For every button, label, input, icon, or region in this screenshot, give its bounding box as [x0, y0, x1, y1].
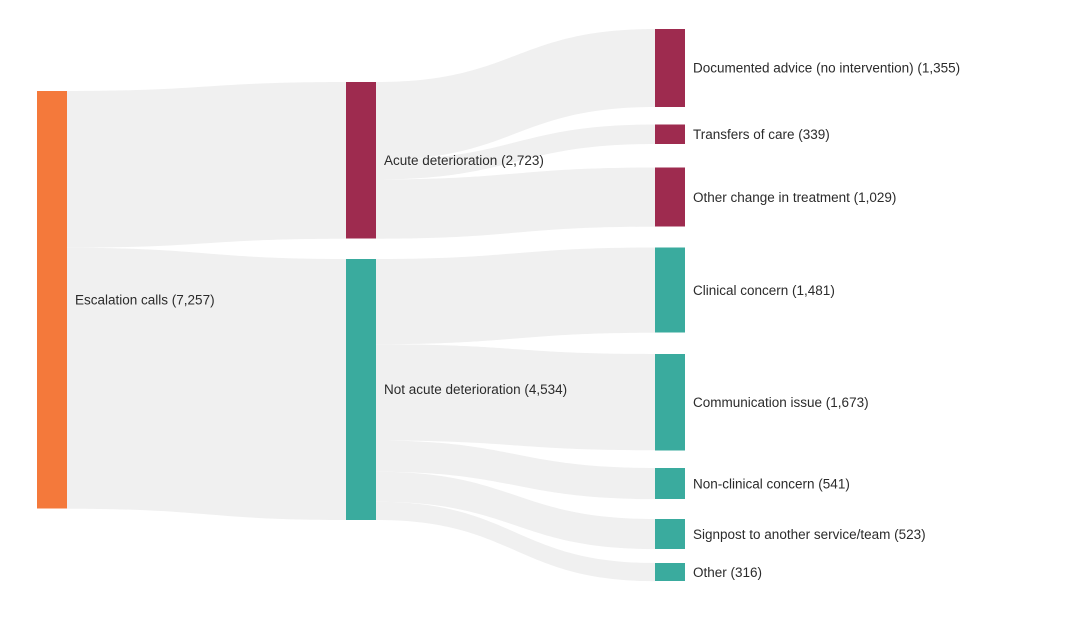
- sankey-node-label-non_clinical_concern: Non-clinical concern (541): [693, 476, 850, 491]
- sankey-node-not_acute[interactable]: [346, 259, 376, 520]
- sankey-node-escalation[interactable]: [37, 91, 67, 509]
- sankey-link-escalation-to-not_acute[interactable]: [67, 247, 346, 520]
- sankey-link-not_acute-to-communication_issue[interactable]: [376, 344, 655, 451]
- sankey-node-other_change_treatment[interactable]: [655, 167, 685, 227]
- sankey-node-transfers_of_care[interactable]: [655, 124, 685, 145]
- sankey-node-label-other_change_treatment: Other change in treatment (1,029): [693, 190, 896, 205]
- sankey-node-communication_issue[interactable]: [655, 354, 685, 451]
- sankey-link-not_acute-to-non_clinical_concern[interactable]: [376, 440, 655, 500]
- sankey-nodes: [37, 29, 685, 582]
- sankey-link-escalation-to-acute[interactable]: [67, 82, 346, 248]
- sankey-node-label-other: Other (316): [693, 565, 762, 580]
- sankey-node-documented_advice[interactable]: [655, 29, 685, 107]
- sankey-node-label-clinical_concern: Clinical concern (1,481): [693, 283, 835, 298]
- sankey-node-label-signpost: Signpost to another service/team (523): [693, 527, 926, 542]
- sankey-node-non_clinical_concern[interactable]: [655, 468, 685, 500]
- sankey-link-not_acute-to-signpost[interactable]: [376, 471, 655, 550]
- sankey-node-label-acute: Acute deterioration (2,723): [384, 153, 544, 168]
- sankey-link-not_acute-to-clinical_concern[interactable]: [376, 247, 655, 345]
- sankey-labels: Escalation calls (7,257) Acute deteriorat…: [75, 61, 960, 580]
- sankey-node-signpost[interactable]: [655, 519, 685, 550]
- sankey-links: [67, 29, 655, 582]
- sankey-node-label-documented_advice: Documented advice (no intervention) (1,3…: [693, 61, 960, 76]
- sankey-node-label-communication_issue: Communication issue (1,673): [693, 395, 869, 410]
- sankey-node-acute[interactable]: [346, 82, 376, 239]
- sankey-node-label-transfers_of_care: Transfers of care (339): [693, 127, 830, 142]
- sankey-node-label-not_acute: Not acute deterioration (4,534): [384, 382, 567, 397]
- sankey-node-clinical_concern[interactable]: [655, 247, 685, 333]
- sankey-node-label-escalation: Escalation calls (7,257): [75, 293, 215, 308]
- sankey-link-acute-to-documented_advice[interactable]: [376, 29, 655, 160]
- sankey-link-acute-to-other_change_treatment[interactable]: [376, 167, 655, 239]
- sankey-link-acute-to-transfers_of_care[interactable]: [376, 124, 655, 180]
- sankey-node-other[interactable]: [655, 563, 685, 582]
- sankey-link-not_acute-to-other[interactable]: [376, 501, 655, 582]
